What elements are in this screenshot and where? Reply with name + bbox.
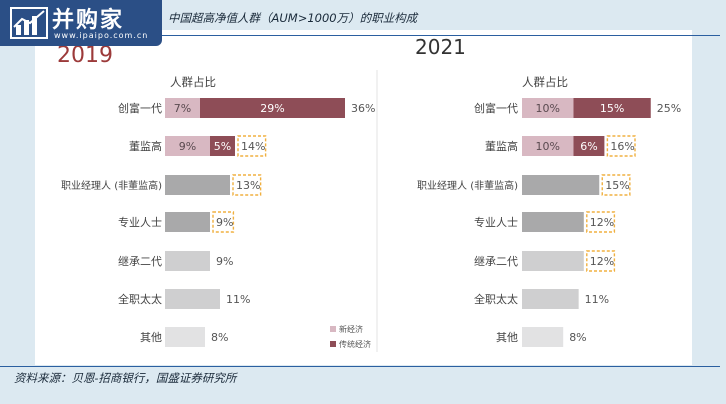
bar (522, 212, 584, 232)
source-divider (0, 366, 720, 367)
bar-segment-traditional (573, 98, 651, 118)
total-label: 12% (590, 216, 614, 229)
category-label: 全职太太 (118, 292, 162, 306)
total-label: 16% (610, 140, 634, 153)
bar-segment-label: 5% (214, 140, 231, 153)
total-label: 8% (211, 331, 228, 344)
bar (522, 289, 579, 309)
category-label: 董监高 (129, 139, 162, 153)
highlight-box (606, 135, 636, 157)
category-label: 其他 (140, 331, 162, 344)
column-header-2021: 人群占比 (522, 75, 568, 89)
bar-segment-label: 29% (260, 102, 284, 115)
bar-segment-label: 9% (179, 140, 196, 153)
chart-panel: 2019 人群占比 创富一代 7% 29% 36% 董监高 9% 5% 14% 职业经理人 (非董监… (35, 30, 692, 365)
category-label: 董监高 (485, 139, 518, 153)
bar (165, 251, 210, 271)
bar-segment-new-economy (522, 136, 574, 156)
chart-logo-icon (10, 7, 48, 39)
highlight-box (601, 174, 631, 196)
watermark-brand: 并购家 (52, 8, 125, 33)
category-label: 职业经理人 (非董监高) (61, 179, 162, 192)
category-label: 创富一代 (474, 101, 518, 115)
category-label: 专业人士 (118, 215, 162, 229)
bar-segment-traditional (573, 136, 605, 156)
source-note: 资料来源：贝恩-招商银行，国盛证券研究所 (14, 371, 237, 385)
bar (165, 327, 205, 347)
category-label: 继承二代 (118, 255, 162, 268)
column-header-2019: 人群占比 (170, 75, 216, 89)
bar-segment-label: 10% (536, 140, 560, 153)
bar-segment-new-economy (165, 136, 210, 156)
total-label: 15% (605, 179, 629, 192)
category-label: 继承二代 (474, 255, 518, 268)
legend-label: 新经济 (339, 324, 363, 334)
bar-segment-label: 7% (174, 102, 191, 115)
bar (522, 327, 564, 347)
bar-segment-label: 10% (536, 102, 560, 115)
bar-segment-new-economy (522, 98, 574, 118)
year-label-2021: 2021 (415, 35, 466, 59)
page-title: 中国超高净值人群（AUM>1000万）的职业构成 (168, 11, 418, 25)
bar (165, 175, 230, 195)
bar (522, 251, 584, 271)
bar-segment-label: 15% (600, 102, 624, 115)
total-label: 12% (590, 255, 614, 268)
bar-segment-label: 6% (580, 140, 597, 153)
total-label: 14% (241, 140, 265, 153)
bar-segment-traditional (200, 98, 345, 118)
bar (165, 289, 220, 309)
bar-segment-new-economy (165, 98, 200, 118)
category-label: 其他 (496, 331, 518, 344)
watermark-url: www.ipaipo.com.cn (54, 31, 149, 40)
total-label: 36% (351, 102, 375, 115)
total-label: 8% (569, 331, 586, 344)
total-label: 11% (585, 293, 609, 306)
highlight-box (237, 135, 267, 157)
category-label: 专业人士 (474, 215, 518, 229)
bar (165, 212, 210, 232)
title-divider (0, 35, 720, 36)
highlight-box (586, 211, 616, 233)
bar-segment-traditional (210, 136, 235, 156)
category-label: 创富一代 (118, 101, 162, 115)
category-label: 全职太太 (474, 292, 518, 306)
total-label: 9% (216, 255, 233, 268)
highlight-box (586, 250, 616, 272)
total-label: 11% (226, 293, 250, 306)
legend-swatch-traditional (330, 341, 336, 347)
highlight-box (212, 211, 235, 233)
total-label: 25% (657, 102, 681, 115)
highlight-box (232, 174, 262, 196)
bar (522, 175, 600, 195)
watermark-logo: 并购家 www.ipaipo.com.cn (0, 0, 162, 46)
legend-swatch-new-economy (330, 326, 336, 332)
category-label: 职业经理人 (非董监高) (417, 179, 518, 192)
year-label-2019: 2019 (57, 43, 113, 68)
total-label: 13% (236, 179, 260, 192)
legend-label: 传统经济 (339, 339, 371, 349)
total-label: 9% (216, 216, 233, 229)
